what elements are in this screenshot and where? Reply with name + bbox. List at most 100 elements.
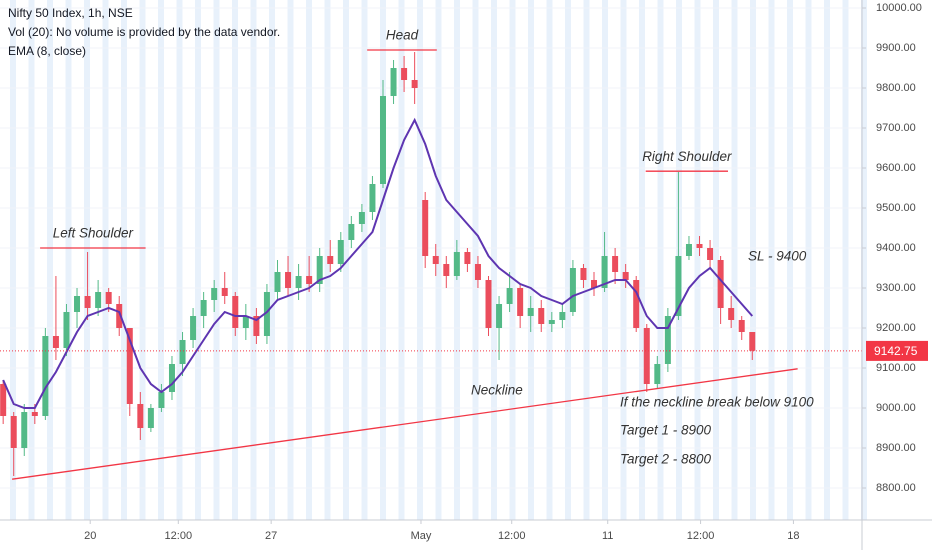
candle-body (306, 276, 313, 284)
candle-body (179, 340, 186, 364)
candle-body (242, 316, 249, 328)
candle-body (74, 296, 81, 312)
session-band (287, 0, 294, 520)
x-tick-label: 11 (602, 530, 613, 542)
candle-body (664, 316, 671, 364)
x-tick-label: 18 (787, 530, 799, 542)
session-band (639, 0, 645, 520)
candle-body (580, 268, 587, 280)
candle-body (633, 280, 640, 328)
candle-body (485, 280, 492, 328)
session-band (417, 0, 423, 520)
session-band (491, 0, 497, 520)
session-band (713, 0, 719, 520)
candle-body (707, 248, 714, 260)
candle-body (538, 308, 545, 324)
session-band (565, 0, 571, 520)
candle-body (696, 244, 703, 248)
candle-body (749, 332, 756, 351)
candle-body (601, 256, 608, 288)
candle-body (316, 256, 323, 284)
y-tick-label: 9500.00 (876, 202, 916, 214)
x-tick-label: 12:00 (687, 530, 715, 542)
session-band (65, 0, 72, 520)
y-tick-label: 10000.00 (876, 2, 922, 14)
candle-body (517, 288, 524, 316)
candle-body (137, 404, 144, 428)
session-band (47, 0, 53, 520)
candle-body (379, 96, 386, 184)
candle-body (263, 292, 270, 336)
session-band (750, 0, 756, 520)
candle-body (401, 68, 408, 80)
session-band (139, 0, 146, 520)
candle-body (274, 272, 281, 292)
candle-body (105, 292, 112, 304)
session-band (787, 0, 793, 520)
note: If the neckline break below 9100 (620, 395, 814, 410)
y-tick-label: 9100.00 (876, 362, 916, 374)
candle-body (0, 384, 7, 416)
y-tick-label: 9000.00 (876, 402, 916, 414)
last-price-label: 9142.75 (874, 344, 918, 358)
candle-body (474, 264, 481, 280)
y-tick-label: 9900.00 (876, 42, 916, 54)
session-band (343, 0, 349, 520)
candle-body (717, 260, 724, 308)
neckline (12, 368, 798, 480)
session-band (842, 0, 849, 520)
session-band (398, 0, 405, 520)
session-band (694, 0, 701, 520)
candle-body (285, 272, 292, 288)
candle-body (158, 392, 165, 408)
candle-body (527, 308, 534, 316)
session-band (546, 0, 553, 520)
candle-body (569, 268, 576, 312)
ema-label: EMA (8, close) (8, 44, 86, 58)
y-tick-label: 9600.00 (876, 162, 916, 174)
session-band (28, 0, 35, 520)
session-band (620, 0, 627, 520)
candle-body (453, 252, 460, 276)
note: SL - 9400 (748, 249, 807, 264)
candle-body (200, 300, 207, 316)
candle-body (622, 272, 629, 280)
y-tick-label: 9800.00 (876, 82, 916, 94)
candle-body (432, 256, 439, 264)
candle-body (643, 328, 650, 384)
candle-body (654, 364, 661, 384)
candle-body (190, 316, 197, 340)
y-tick-label: 8800.00 (876, 482, 916, 494)
chart-title: Nifty 50 Index, 1h, NSE (8, 6, 133, 20)
candle-body (559, 312, 566, 320)
candle-body (21, 412, 28, 448)
candle-body (63, 312, 70, 348)
candle-body (738, 320, 745, 332)
session-band (805, 0, 812, 520)
session-band (361, 0, 368, 520)
session-band (861, 0, 867, 520)
session-band (102, 0, 109, 520)
volume-note: Vol (20): No volume is provided by the d… (8, 25, 280, 39)
y-tick-label: 9300.00 (876, 282, 916, 294)
session-band (232, 0, 238, 520)
candle-body (42, 336, 49, 416)
candle-body (84, 296, 91, 308)
session-band (213, 0, 220, 520)
candle-body (443, 264, 450, 276)
session-band (10, 0, 16, 520)
note: Target 1 - 8900 (620, 423, 712, 438)
x-tick-label: 20 (84, 530, 96, 542)
session-band (731, 0, 738, 520)
candle-body (295, 276, 302, 288)
candle-body (369, 184, 376, 212)
axes: 10000.00 9900.00 9800.00 9700.00 9600.00 9500… (84, 2, 928, 542)
candle-body (52, 336, 59, 348)
candle-body (168, 364, 175, 392)
pattern-label: Head (386, 28, 419, 43)
ema-line (2, 117, 754, 409)
candle-body (358, 212, 365, 224)
candle-body (506, 288, 513, 304)
y-tick-label: 8900.00 (876, 442, 916, 454)
candle-body (685, 244, 692, 256)
